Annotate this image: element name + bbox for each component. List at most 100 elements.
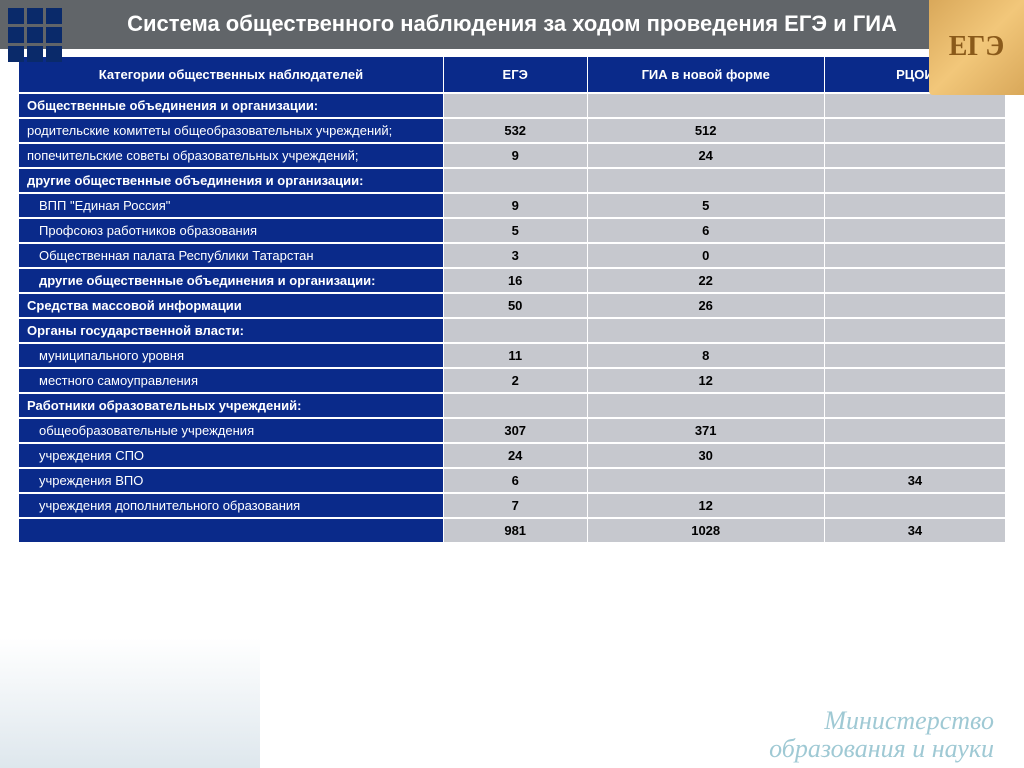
footer-brand: Министерство образования и науки [769, 707, 994, 762]
row-value-rc: 34 [824, 468, 1005, 493]
table-row: Общественная палата Республики Татарстан… [19, 243, 1006, 268]
row-value-rc [824, 218, 1005, 243]
row-value-gia: 0 [587, 243, 824, 268]
row-value-ege: 307 [443, 418, 587, 443]
row-value-ege [443, 168, 587, 193]
col-category: Категории общественных наблюдателей [19, 56, 444, 93]
footer-line-1: Министерство [769, 707, 994, 734]
row-value-gia: 24 [587, 143, 824, 168]
row-value-gia: 12 [587, 493, 824, 518]
row-value-ege: 5 [443, 218, 587, 243]
row-label: Органы государственной власти: [19, 318, 444, 343]
row-value-rc [824, 443, 1005, 468]
row-label: Общественные объединения и организации: [19, 93, 444, 118]
table-row: Профсоюз работников образования56 [19, 218, 1006, 243]
row-label: ВПП "Единая Россия" [19, 193, 444, 218]
row-value-rc [824, 318, 1005, 343]
row-value-rc [824, 143, 1005, 168]
row-value-gia [587, 393, 824, 418]
row-value-rc: 34 [824, 518, 1005, 543]
row-value-ege: 3 [443, 243, 587, 268]
row-label: попечительские советы образовательных уч… [19, 143, 444, 168]
row-value-ege: 9 [443, 193, 587, 218]
row-value-rc [824, 343, 1005, 368]
row-value-ege: 981 [443, 518, 587, 543]
col-gia: ГИА в новой форме [587, 56, 824, 93]
row-label [19, 518, 444, 543]
row-value-ege [443, 318, 587, 343]
row-value-ege: 6 [443, 468, 587, 493]
row-value-ege [443, 93, 587, 118]
col-ege: ЕГЭ [443, 56, 587, 93]
row-value-rc [824, 193, 1005, 218]
row-value-ege: 7 [443, 493, 587, 518]
row-value-gia: 6 [587, 218, 824, 243]
row-label: учреждения ВПО [19, 468, 444, 493]
row-value-ege: 532 [443, 118, 587, 143]
row-value-gia: 12 [587, 368, 824, 393]
row-value-rc [824, 293, 1005, 318]
row-label: Профсоюз работников образования [19, 218, 444, 243]
table-container: Категории общественных наблюдателей ЕГЭ … [0, 49, 1024, 544]
row-label: Средства массовой информации [19, 293, 444, 318]
row-value-gia: 5 [587, 193, 824, 218]
table-header-row: Категории общественных наблюдателей ЕГЭ … [19, 56, 1006, 93]
row-label: учреждения дополнительного образования [19, 493, 444, 518]
row-value-rc [824, 393, 1005, 418]
row-value-ege [443, 393, 587, 418]
row-value-ege: 50 [443, 293, 587, 318]
row-value-ege: 24 [443, 443, 587, 468]
row-value-gia: 30 [587, 443, 824, 468]
row-label: другие общественные объединения и органи… [19, 168, 444, 193]
row-value-gia [587, 318, 824, 343]
table-row: муниципального уровня118 [19, 343, 1006, 368]
table-row: общеобразовательные учреждения307371 [19, 418, 1006, 443]
row-value-gia: 26 [587, 293, 824, 318]
row-value-rc [824, 243, 1005, 268]
row-value-gia [587, 93, 824, 118]
row-value-ege: 16 [443, 268, 587, 293]
ege-badge-icon: ЕГЭ [929, 0, 1024, 95]
row-value-rc [824, 118, 1005, 143]
row-value-ege: 11 [443, 343, 587, 368]
table-row: другие общественные объединения и органи… [19, 268, 1006, 293]
row-value-gia: 512 [587, 118, 824, 143]
row-label: Работники образовательных учреждений: [19, 393, 444, 418]
table-row: учреждения дополнительного образования71… [19, 493, 1006, 518]
row-value-rc [824, 368, 1005, 393]
row-label: местного самоуправления [19, 368, 444, 393]
row-value-rc [824, 493, 1005, 518]
row-label: другие общественные объединения и органи… [19, 268, 444, 293]
title-bar: Система общественного наблюдения за ходо… [0, 0, 1024, 49]
table-row: 981102834 [19, 518, 1006, 543]
table-row: попечительские советы образовательных уч… [19, 143, 1006, 168]
table-row: ВПП "Единая Россия"95 [19, 193, 1006, 218]
footer-line-2: образования и науки [769, 735, 994, 762]
logo-squares-icon [8, 8, 62, 62]
row-label: Общественная палата Республики Татарстан [19, 243, 444, 268]
row-value-gia: 22 [587, 268, 824, 293]
table-row: родительские комитеты общеобразовательны… [19, 118, 1006, 143]
row-value-gia [587, 468, 824, 493]
row-value-gia: 371 [587, 418, 824, 443]
row-value-rc [824, 418, 1005, 443]
background-building-image [0, 638, 260, 768]
row-value-rc [824, 168, 1005, 193]
row-value-ege: 9 [443, 143, 587, 168]
row-value-gia: 1028 [587, 518, 824, 543]
table-row: Работники образовательных учреждений: [19, 393, 1006, 418]
table-row: местного самоуправления212 [19, 368, 1006, 393]
row-label: общеобразовательные учреждения [19, 418, 444, 443]
observers-table: Категории общественных наблюдателей ЕГЭ … [18, 55, 1006, 544]
row-value-gia: 8 [587, 343, 824, 368]
row-value-rc [824, 268, 1005, 293]
table-row: учреждения ВПО6 34 [19, 468, 1006, 493]
table-row: другие общественные объединения и органи… [19, 168, 1006, 193]
row-value-ege: 2 [443, 368, 587, 393]
row-value-gia [587, 168, 824, 193]
row-label: муниципального уровня [19, 343, 444, 368]
page-title: Система общественного наблюдения за ходо… [127, 11, 897, 36]
row-value-rc [824, 93, 1005, 118]
row-label: учреждения СПО [19, 443, 444, 468]
table-row: Общественные объединения и организации: [19, 93, 1006, 118]
